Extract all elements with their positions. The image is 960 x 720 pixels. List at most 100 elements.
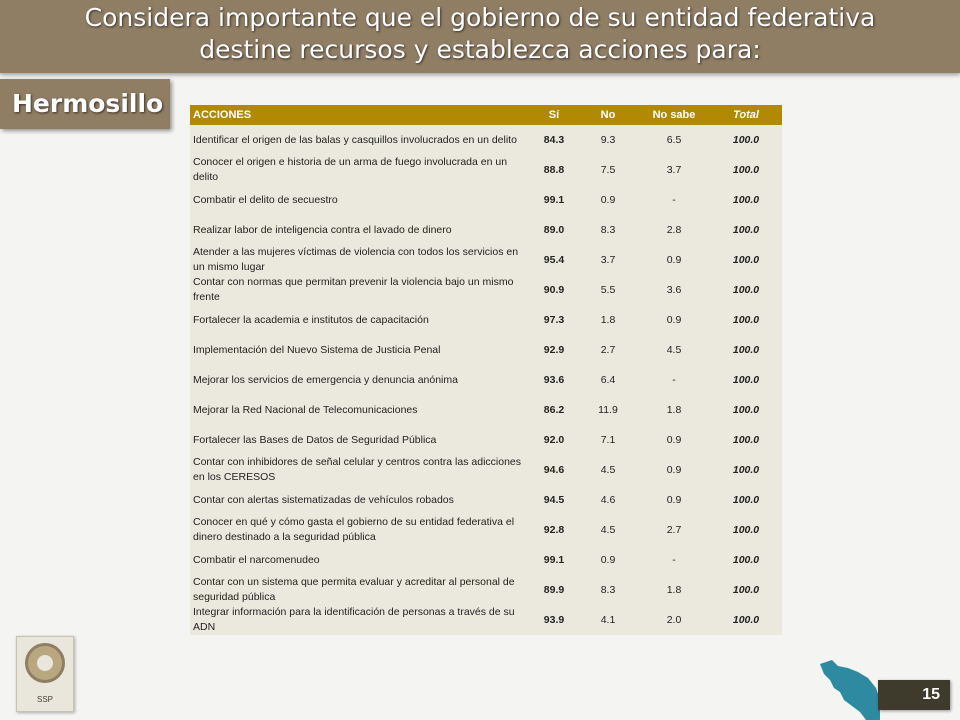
row-accion: Combatir el narcomenudeo [190, 545, 530, 575]
state-map-icon [820, 660, 880, 720]
row-total: 100.0 [710, 215, 782, 245]
row-no: 8.3 [578, 575, 638, 605]
row-no: 5.5 [578, 275, 638, 305]
row-si: 94.5 [530, 485, 578, 515]
row-no-sabe: 0.9 [638, 245, 710, 275]
row-total: 100.0 [710, 155, 782, 185]
table-row: Atender a las mujeres víctimas de violen… [190, 245, 782, 275]
row-total: 100.0 [710, 365, 782, 395]
row-no-sabe: 1.8 [638, 395, 710, 425]
slide-title-line-1: Considera importante que el gobierno de … [84, 3, 876, 32]
row-total: 100.0 [710, 305, 782, 335]
slide-title: Considera importante que el gobierno de … [0, 2, 960, 66]
row-no-sabe: 0.9 [638, 485, 710, 515]
table-row: Combatir el delito de secuestro 99.1 0.9-1… [190, 185, 782, 215]
col-header-acciones: ACCIONES [190, 105, 530, 125]
row-total: 100.0 [710, 275, 782, 305]
survey-table: ACCIONES Sí No No sabe Total Identificar… [190, 105, 782, 635]
row-no: 4.6 [578, 485, 638, 515]
row-accion: Fortalecer la academia e institutos de c… [190, 305, 530, 335]
row-si: 99.1 [530, 545, 578, 575]
table-row: Conocer en qué y cómo gasta el gobierno … [190, 515, 782, 545]
logo-label: SSP [36, 695, 53, 704]
row-accion: Identificar el origen de las balas y cas… [190, 125, 530, 155]
row-no-sabe: 2.0 [638, 605, 710, 635]
row-si: 93.9 [530, 605, 578, 635]
row-no: 8.3 [578, 215, 638, 245]
slide-header: Considera importante que el gobierno de … [0, 0, 960, 73]
row-total: 100.0 [710, 335, 782, 365]
col-header-no-sabe: No sabe [638, 105, 710, 125]
row-accion: Conocer el origen e historia de un arma … [190, 155, 530, 185]
table-row: Contar con un sistema que permita evalua… [190, 575, 782, 605]
row-accion: Conocer en qué y cómo gasta el gobierno … [190, 515, 530, 545]
row-total: 100.0 [710, 245, 782, 275]
row-accion: Contar con alertas sistematizadas de veh… [190, 485, 530, 515]
row-si: 88.8 [530, 155, 578, 185]
row-no-sabe: 3.6 [638, 275, 710, 305]
slide-title-line-2: destine recursos y establezca acciones p… [199, 35, 761, 64]
row-accion: Contar con un sistema que permita evalua… [190, 575, 530, 605]
row-accion: Atender a las mujeres víctimas de violen… [190, 245, 530, 275]
row-no: 6.4 [578, 365, 638, 395]
row-no-sabe: 0.9 [638, 425, 710, 455]
row-accion: Realizar labor de inteligencia contra el… [190, 215, 530, 245]
table-row: Implementación del Nuevo Sistema de Just… [190, 335, 782, 365]
ssp-logo: SSP [16, 636, 74, 712]
col-header-total: Total [710, 105, 782, 125]
row-total: 100.0 [710, 545, 782, 575]
row-no: 7.5 [578, 155, 638, 185]
row-si: 92.0 [530, 425, 578, 455]
row-no-sabe: 1.8 [638, 575, 710, 605]
row-no: 4.5 [578, 515, 638, 545]
row-si: 95.4 [530, 245, 578, 275]
table-row: Combatir el narcomenudeo 99.1 0.9-100.0 [190, 545, 782, 575]
row-si: 97.3 [530, 305, 578, 335]
row-accion: Integrar información para la identificac… [190, 605, 530, 635]
row-no-sabe: 2.8 [638, 215, 710, 245]
row-si: 90.9 [530, 275, 578, 305]
page-number-box: 15 [878, 680, 950, 710]
row-accion: Fortalecer las Bases de Datos de Segurid… [190, 425, 530, 455]
col-header-no: No [578, 105, 638, 125]
row-si: 94.6 [530, 455, 578, 485]
col-header-si: Sí [530, 105, 578, 125]
row-no: 2.7 [578, 335, 638, 365]
city-label: Hermosillo [12, 89, 164, 118]
row-total: 100.0 [710, 125, 782, 155]
table-row: Realizar labor de inteligencia contra el… [190, 215, 782, 245]
row-no: 1.8 [578, 305, 638, 335]
row-si: 86.2 [530, 395, 578, 425]
row-total: 100.0 [710, 605, 782, 635]
row-accion: Contar con inhibidores de señal celular … [190, 455, 530, 485]
row-total: 100.0 [710, 455, 782, 485]
table-header-row: ACCIONES Sí No No sabe Total [190, 105, 782, 125]
row-no-sabe: 0.9 [638, 455, 710, 485]
row-total: 100.0 [710, 485, 782, 515]
row-si: 99.1 [530, 185, 578, 215]
row-no-sabe: 4.5 [638, 335, 710, 365]
table-row: Fortalecer la academia e institutos de c… [190, 305, 782, 335]
row-accion: Combatir el delito de secuestro [190, 185, 530, 215]
row-no: 4.1 [578, 605, 638, 635]
row-total: 100.0 [710, 395, 782, 425]
table-row: Identificar el origen de las balas y cas… [190, 125, 782, 155]
row-si: 84.3 [530, 125, 578, 155]
row-total: 100.0 [710, 425, 782, 455]
table-row: Conocer el origen e historia de un arma … [190, 155, 782, 185]
table-row: Fortalecer las Bases de Datos de Segurid… [190, 425, 782, 455]
row-si: 89.0 [530, 215, 578, 245]
row-accion: Implementación del Nuevo Sistema de Just… [190, 335, 530, 365]
table-row: Contar con inhibidores de señal celular … [190, 455, 782, 485]
row-total: 100.0 [710, 185, 782, 215]
row-si: 92.9 [530, 335, 578, 365]
row-no: 7.1 [578, 425, 638, 455]
table-row: Contar con alertas sistematizadas de veh… [190, 485, 782, 515]
row-total: 100.0 [710, 575, 782, 605]
table-row: Mejorar la Red Nacional de Telecomunicac… [190, 395, 782, 425]
row-accion: Mejorar los servicios de emergencia y de… [190, 365, 530, 395]
row-no: 4.5 [578, 455, 638, 485]
table-row: Mejorar los servicios de emergencia y de… [190, 365, 782, 395]
table-row: Integrar información para la identificac… [190, 605, 782, 635]
row-no-sabe: 6.5 [638, 125, 710, 155]
